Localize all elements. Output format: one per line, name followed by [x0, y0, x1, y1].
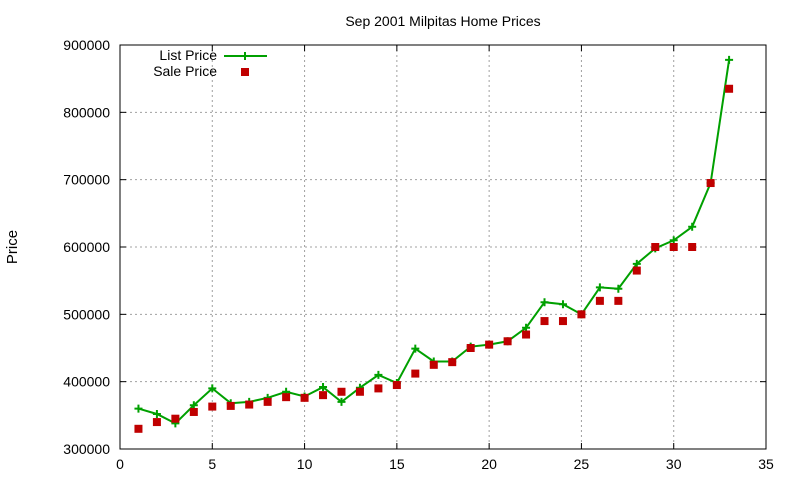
point-list-price	[669, 236, 678, 245]
point-sale-price	[134, 424, 143, 433]
legend-label-list-price: List Price	[159, 47, 217, 63]
point-sale-price	[485, 340, 494, 349]
point-sale-price	[558, 317, 567, 326]
legend-marker-sale-price	[241, 68, 249, 76]
y-axis-label: Price	[4, 230, 21, 264]
grid-lines	[120, 45, 766, 449]
y-tick-label: 800000	[63, 104, 110, 120]
point-list-price	[411, 344, 420, 353]
y-tick-label: 400000	[63, 374, 110, 390]
point-sale-price	[448, 358, 457, 367]
series-list-price	[134, 55, 734, 428]
point-sale-price	[282, 393, 291, 402]
point-sale-price	[245, 400, 254, 409]
point-sale-price	[411, 369, 420, 378]
y-tick-label: 500000	[63, 306, 110, 322]
point-sale-price	[688, 243, 697, 251]
legend: List Price Sale Price	[153, 47, 267, 79]
point-sale-price	[614, 296, 623, 305]
point-sale-price	[503, 337, 512, 346]
x-tick-label: 5	[208, 456, 216, 472]
legend-label-sale-price: Sale Price	[153, 63, 217, 79]
point-list-price	[632, 259, 641, 268]
point-list-price	[337, 397, 346, 406]
point-sale-price	[577, 310, 586, 319]
x-tick-label: 25	[574, 456, 590, 472]
point-sale-price	[300, 393, 309, 402]
x-tick-label: 30	[666, 456, 682, 472]
x-tick-label: 0	[116, 456, 124, 472]
point-sale-price	[522, 330, 531, 339]
point-sale-price	[189, 407, 198, 416]
x-axis: 0 5 10 15 20 25 30 35	[116, 45, 774, 472]
point-list-price	[134, 404, 143, 413]
point-sale-price	[152, 418, 161, 427]
x-tick-label: 15	[389, 456, 405, 472]
point-sale-price	[337, 387, 346, 396]
series-line-list-price	[138, 59, 731, 425]
point-sale-price	[466, 344, 475, 352]
point-list-price	[522, 323, 531, 332]
series-layer	[134, 55, 734, 433]
point-sale-price	[669, 243, 678, 251]
x-tick-label: 10	[297, 456, 313, 472]
y-tick-label: 300000	[63, 441, 110, 457]
point-list-price	[189, 401, 198, 410]
x-tick-label: 35	[758, 456, 774, 472]
point-sale-price	[540, 317, 549, 326]
point-sale-price	[706, 179, 715, 188]
point-list-price	[152, 409, 161, 418]
x-tick-label: 20	[481, 456, 497, 472]
point-list-price	[208, 384, 217, 393]
y-tick-label: 900000	[63, 37, 110, 53]
chart-title: Sep 2001 Milpitas Home Prices	[345, 13, 540, 29]
point-sale-price	[595, 296, 604, 305]
y-tick-label: 600000	[63, 239, 110, 255]
point-sale-price	[208, 402, 217, 411]
series-sale-price	[134, 84, 734, 433]
point-sale-price	[171, 414, 180, 423]
point-list-price	[374, 370, 383, 379]
point-sale-price	[226, 401, 235, 410]
legend-marker-list-price	[241, 52, 249, 60]
point-list-price	[558, 300, 567, 309]
point-sale-price	[651, 243, 660, 251]
point-list-price	[540, 298, 549, 307]
point-list-price	[319, 383, 328, 392]
y-axis: 300000 400000 500000 600000 700000 800000 9000…	[63, 37, 766, 457]
point-sale-price	[392, 381, 401, 390]
point-sale-price	[263, 397, 272, 406]
point-sale-price	[725, 84, 734, 93]
point-list-price	[688, 222, 697, 231]
point-sale-price	[355, 387, 364, 396]
point-list-price	[614, 284, 623, 293]
point-list-price	[595, 283, 604, 292]
point-sale-price	[632, 266, 641, 275]
y-tick-label: 700000	[63, 172, 110, 188]
point-sale-price	[374, 384, 383, 393]
point-sale-price	[319, 391, 328, 400]
point-sale-price	[429, 360, 438, 369]
point-list-price	[725, 55, 734, 64]
